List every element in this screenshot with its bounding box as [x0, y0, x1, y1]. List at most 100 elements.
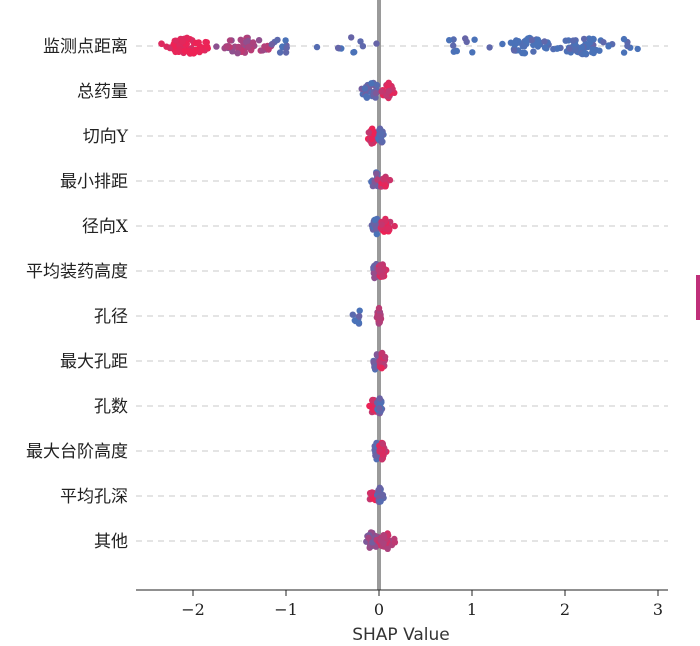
shap-point: [276, 49, 284, 56]
shap-point: [570, 37, 577, 44]
shap-point: [186, 47, 193, 55]
shap-point: [385, 79, 392, 87]
shap-point: [486, 44, 493, 51]
shap-point: [624, 42, 631, 50]
feature-label: 平均孔深: [60, 487, 128, 507]
shap-point: [450, 42, 457, 49]
shap-point: [376, 395, 383, 402]
shap-point: [370, 359, 377, 366]
shap-point: [469, 49, 476, 56]
shap-point: [373, 230, 380, 238]
shap-point: [385, 87, 392, 95]
shap-point: [366, 489, 374, 497]
grid-layer: [136, 45, 668, 542]
shap-point: [172, 37, 179, 44]
shap-point: [372, 543, 380, 550]
shap-point: [380, 540, 387, 547]
shap-point: [213, 43, 220, 50]
feature-label: 总药量: [77, 82, 128, 102]
shap-point: [351, 317, 358, 324]
shap-point: [179, 38, 186, 45]
feature-label: 监测点距离: [43, 37, 128, 57]
shap-point: [510, 47, 518, 54]
shap-point: [378, 221, 385, 228]
shap-point: [528, 36, 535, 44]
shap-point: [562, 37, 569, 44]
shap-point: [379, 138, 386, 145]
shap-point: [378, 350, 385, 357]
shap-point: [283, 44, 290, 51]
shap-point: [600, 39, 607, 46]
shap-point: [391, 539, 399, 546]
shap-point: [348, 34, 355, 41]
shap-point: [375, 304, 383, 312]
shap-point: [589, 49, 596, 56]
colorbar-edge: [696, 275, 700, 320]
shap-point: [349, 311, 356, 318]
shap-point: [554, 45, 561, 52]
feature-label: 其他: [94, 532, 128, 552]
shap-point: [535, 40, 542, 48]
shap-point: [379, 491, 387, 499]
x-axis: −2 −1 0 1 2 3: [136, 589, 668, 619]
x-tick-label: 0: [374, 600, 384, 619]
shap-point: [453, 47, 460, 55]
shap-point: [351, 48, 358, 56]
shap-point: [384, 545, 391, 552]
shap-point: [158, 40, 165, 47]
feature-label: 孔径: [94, 307, 128, 327]
points-layer: [158, 34, 641, 552]
shap-point: [243, 38, 250, 46]
shap-point: [507, 39, 515, 46]
shap-point: [373, 81, 380, 89]
shap-point: [235, 43, 242, 51]
shap-point: [380, 533, 388, 540]
shap-point: [202, 38, 209, 46]
feature-label: 孔数: [94, 397, 128, 417]
shap-point: [373, 40, 380, 47]
shap-point: [249, 39, 257, 46]
shap-point: [183, 34, 191, 41]
shap-point: [195, 39, 202, 46]
shap-point: [382, 183, 389, 190]
shap-point: [462, 35, 469, 42]
shap-point: [282, 37, 289, 44]
shap-point: [446, 37, 453, 44]
shap-point: [245, 43, 252, 51]
shap-point: [363, 93, 370, 100]
shap-point: [198, 46, 205, 54]
shap-point: [471, 36, 478, 43]
shap-point: [334, 44, 342, 52]
shap-point: [541, 38, 548, 45]
feature-label: 平均装药高度: [26, 262, 128, 282]
shap-point: [620, 35, 628, 43]
feature-label: 最大孔距: [60, 352, 128, 372]
x-axis-title: SHAP Value: [352, 625, 450, 645]
feature-label: 径向X: [82, 217, 129, 237]
x-tick-label: 3: [653, 600, 663, 619]
shap-point: [375, 313, 383, 320]
shap-point: [365, 534, 372, 542]
shap-point: [378, 456, 386, 463]
shap-point: [391, 222, 398, 230]
shap-point: [366, 402, 373, 410]
shap-point: [356, 313, 363, 320]
x-tick-label: 2: [560, 600, 570, 619]
shap-point: [376, 318, 383, 325]
shap-point: [255, 37, 263, 44]
shap-point: [377, 498, 384, 505]
feature-label: 最小排距: [60, 172, 128, 192]
shap-point: [385, 225, 392, 232]
shap-point: [369, 397, 376, 404]
shap-point: [368, 80, 375, 87]
shap-point: [379, 440, 386, 447]
shap-point: [578, 44, 586, 51]
shap-point: [596, 47, 603, 54]
shap-point: [268, 41, 275, 48]
shap-point: [226, 37, 234, 44]
shap-point: [313, 43, 321, 51]
shap-point: [620, 49, 628, 56]
shap-point: [357, 38, 364, 45]
shap-point: [181, 47, 188, 55]
